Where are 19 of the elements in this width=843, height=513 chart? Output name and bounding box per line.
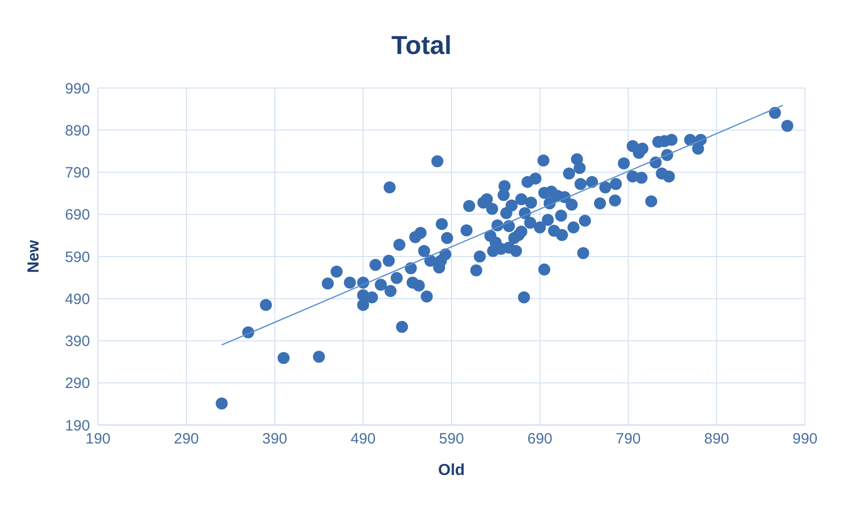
y-tick-label: 590 <box>64 248 90 266</box>
x-tick-label: 390 <box>262 430 288 448</box>
x-tick-label: 990 <box>792 430 818 448</box>
x-tick-label: 490 <box>350 430 376 448</box>
y-tick-label: 790 <box>64 164 90 182</box>
y-tick-label: 690 <box>64 206 90 224</box>
x-tick-label: 890 <box>704 430 730 448</box>
x-tick-label: 590 <box>438 430 464 448</box>
y-axis-title: New <box>26 240 43 273</box>
y-tick-label: 990 <box>64 80 90 98</box>
y-tick-label: 490 <box>64 290 90 308</box>
y-tick-label: 390 <box>64 333 90 350</box>
y-tick-label: 290 <box>64 375 90 392</box>
x-axis-title: Old <box>438 462 465 479</box>
x-tick-label: 790 <box>616 430 641 448</box>
chart-title: Total <box>390 29 453 62</box>
x-tick-label: 290 <box>174 430 199 448</box>
x-tick-label: 690 <box>527 430 552 448</box>
y-tick-label: 890 <box>64 122 90 140</box>
